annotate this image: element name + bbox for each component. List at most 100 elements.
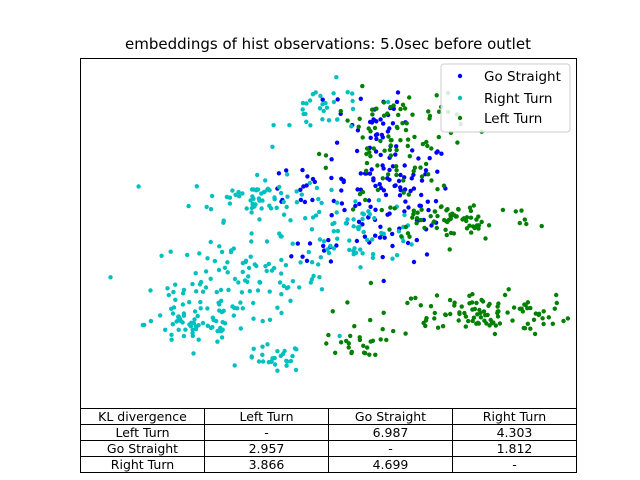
point-right-turn — [197, 282, 203, 287]
legend-label-right-turn: Right Turn — [484, 91, 552, 107]
point-left-turn — [432, 209, 437, 214]
point-left-turn — [435, 187, 440, 192]
point-right-turn — [240, 306, 245, 311]
point-left-turn — [316, 151, 322, 157]
point-right-turn — [218, 325, 223, 331]
point-right-turn — [355, 225, 361, 230]
point-go-straight — [393, 152, 398, 157]
point-left-turn — [400, 102, 406, 108]
point-right-turn — [275, 305, 280, 310]
point-right-turn — [303, 216, 308, 221]
point-left-turn — [554, 300, 559, 306]
table-cell: Go Straight — [80, 440, 205, 457]
point-right-turn — [185, 252, 190, 258]
point-go-straight — [295, 241, 300, 246]
point-right-turn — [288, 298, 293, 303]
point-left-turn — [394, 147, 399, 153]
point-left-turn — [495, 314, 501, 319]
point-right-turn — [281, 283, 286, 289]
point-right-turn — [279, 292, 284, 297]
table-header-cell: Go Straight — [328, 408, 453, 425]
point-go-straight — [368, 135, 373, 140]
point-right-turn — [252, 262, 257, 267]
point-go-straight — [300, 167, 305, 173]
point-left-turn — [384, 337, 389, 343]
point-go-straight — [354, 148, 360, 154]
point-right-turn — [317, 275, 322, 280]
point-left-turn — [495, 304, 500, 309]
point-go-straight — [419, 178, 425, 183]
point-left-turn — [418, 217, 423, 223]
point-right-turn — [309, 260, 315, 265]
point-right-turn — [222, 265, 228, 270]
point-left-turn — [492, 331, 498, 337]
point-left-turn — [407, 154, 412, 159]
point-right-turn — [190, 281, 195, 287]
point-right-turn — [284, 204, 289, 210]
point-left-turn — [379, 207, 384, 213]
point-right-turn — [284, 363, 289, 368]
point-left-turn — [525, 300, 531, 305]
point-go-straight — [382, 235, 387, 240]
point-right-turn — [231, 246, 236, 251]
point-right-turn — [204, 204, 209, 210]
point-right-turn — [379, 230, 384, 236]
point-left-turn — [420, 141, 426, 147]
point-right-turn — [307, 98, 313, 103]
point-go-straight — [396, 178, 402, 184]
point-right-turn — [225, 260, 230, 265]
point-left-turn — [426, 109, 431, 114]
point-go-straight — [358, 171, 363, 176]
point-right-turn — [349, 124, 354, 129]
point-right-turn — [217, 308, 222, 313]
point-left-turn — [394, 164, 399, 169]
point-right-turn — [181, 333, 187, 339]
point-go-straight — [380, 163, 385, 168]
point-left-turn — [540, 316, 545, 321]
point-left-turn — [472, 225, 477, 231]
point-right-turn — [351, 224, 356, 229]
point-left-turn — [407, 234, 412, 239]
point-right-turn — [171, 289, 176, 295]
point-right-turn — [326, 250, 332, 256]
point-go-straight — [302, 199, 308, 205]
point-go-straight — [355, 128, 361, 133]
point-left-turn — [452, 213, 457, 218]
point-right-turn — [316, 262, 321, 267]
point-right-turn — [194, 184, 199, 189]
point-right-turn — [345, 217, 350, 222]
point-go-straight — [435, 169, 440, 174]
point-right-turn — [195, 313, 200, 319]
point-right-turn — [148, 288, 153, 293]
point-left-turn — [484, 321, 489, 326]
table-cell: 4.699 — [328, 456, 453, 473]
point-left-turn — [429, 178, 434, 183]
point-left-turn — [408, 296, 414, 301]
point-go-straight — [435, 149, 440, 154]
point-go-straight — [374, 136, 379, 142]
point-go-straight — [416, 156, 421, 161]
point-right-turn — [181, 287, 187, 293]
point-left-turn — [346, 341, 351, 346]
point-right-turn — [278, 190, 284, 196]
point-right-turn — [259, 206, 264, 211]
point-left-turn — [382, 148, 387, 153]
point-right-turn — [203, 269, 209, 274]
point-go-straight — [360, 222, 365, 227]
point-go-straight — [387, 211, 392, 216]
point-right-turn — [168, 249, 173, 254]
point-left-turn — [405, 300, 410, 306]
point-left-turn — [522, 326, 528, 331]
point-right-turn — [233, 192, 238, 197]
point-go-straight — [341, 179, 346, 185]
point-left-turn — [479, 219, 484, 225]
point-left-turn — [374, 106, 379, 111]
point-right-turn — [238, 300, 243, 305]
point-go-straight — [329, 175, 334, 181]
point-go-straight — [355, 187, 360, 192]
point-right-turn — [249, 187, 255, 192]
point-left-turn — [378, 138, 383, 144]
point-left-turn — [370, 112, 375, 117]
point-left-turn — [525, 321, 530, 326]
point-left-turn — [466, 318, 471, 324]
